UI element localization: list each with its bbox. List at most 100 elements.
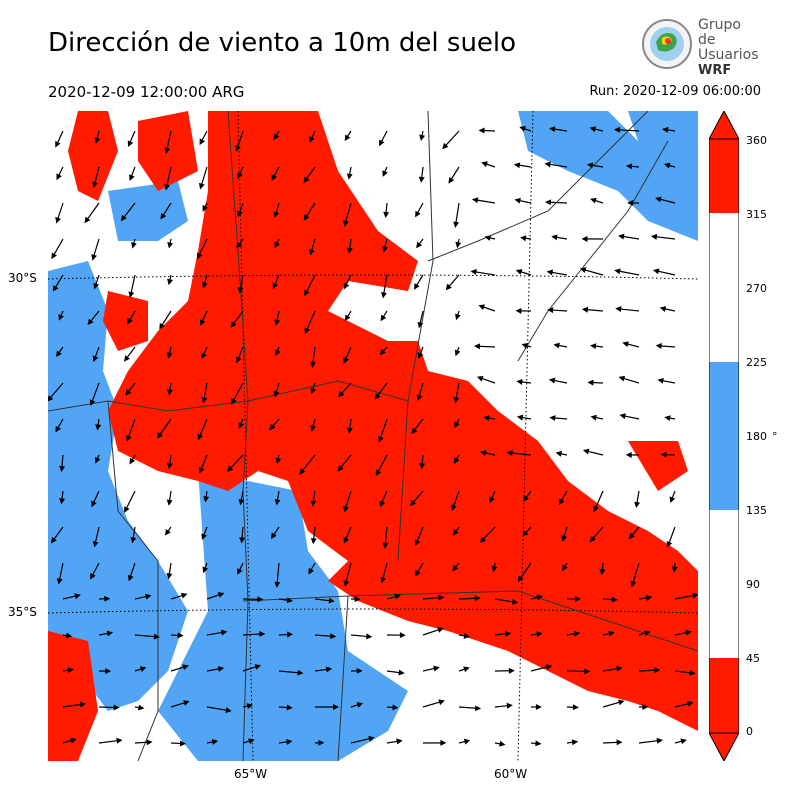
wind-arrow-head <box>274 319 281 326</box>
wind-arrow-head <box>634 501 641 509</box>
wind-arrow-head <box>558 498 565 506</box>
wind-arrow-head <box>581 236 588 242</box>
wind-arrow-head <box>346 247 353 254</box>
wind-arrow-head <box>619 413 626 420</box>
wind-arrow-head <box>411 427 418 435</box>
wind-arrow-head <box>343 357 349 364</box>
north-wind-regions <box>48 111 698 761</box>
wind-arrow-head <box>383 211 390 219</box>
wind-arrow-head <box>198 466 205 474</box>
wind-arrow-head <box>547 307 554 314</box>
wind-arrow-head <box>549 126 556 133</box>
wind-arrow-head <box>84 216 91 224</box>
wind-arrow-head <box>157 432 163 439</box>
wind-arrow-head <box>396 738 403 745</box>
wind-arrow-head <box>303 176 310 184</box>
wind-arrow-head <box>337 465 344 472</box>
wind-arrow-head <box>238 422 244 429</box>
colorbar-tick-135: 135 <box>746 504 767 517</box>
wind-arrow-head <box>399 632 406 639</box>
wind-arrow-head <box>274 499 281 506</box>
wind-arrow-head <box>618 233 625 240</box>
wind-arrow-head <box>65 632 73 639</box>
wind-arrow-head <box>478 304 485 311</box>
wind-arrow-head <box>630 580 637 588</box>
wind-arrow-head <box>145 593 152 600</box>
wind-arrow-head <box>438 594 445 601</box>
wind-arrow-head <box>478 127 485 134</box>
wind-arrow-head <box>198 182 205 190</box>
wind-arrow-head <box>382 246 388 253</box>
wind-arrow-head <box>366 633 373 640</box>
wind-arrow-head <box>579 267 587 273</box>
wind-arrow-head <box>58 314 64 321</box>
colorbar-tick-225: 225 <box>746 356 767 369</box>
wind-arrow-head <box>199 138 206 146</box>
run-time: Run: 2020-12-09 06:00:00 <box>589 84 761 99</box>
wind-arrow-head <box>274 349 281 357</box>
wind-arrow-head <box>159 322 165 330</box>
wind-arrow-head <box>325 666 333 673</box>
colorbar-seg-0-45 <box>709 658 739 733</box>
wind-arrow-head <box>304 327 311 335</box>
wind-arrow-head <box>275 457 282 465</box>
wind-arrow-head <box>259 631 266 637</box>
wind-arrow-head <box>309 248 315 256</box>
wind-arrow-head <box>231 398 237 405</box>
wind-arrow-head <box>346 173 353 180</box>
wind-arrow-head <box>440 739 447 746</box>
wind-arrow-head <box>657 377 664 384</box>
wind-arrow-head <box>417 321 424 329</box>
colorbar <box>709 111 739 761</box>
wind-arrow-head <box>535 704 542 710</box>
wind-arrow-head <box>211 739 219 745</box>
wind-arrow-head <box>269 423 276 431</box>
wind-arrow-head <box>437 627 444 633</box>
wind-arrows <box>48 126 698 747</box>
wind-arrow-head <box>381 292 387 299</box>
wind-arrow-head <box>659 306 667 312</box>
wind-arrow-head <box>235 356 242 364</box>
wind-arrow-head <box>237 287 244 294</box>
wind-arrow-head <box>645 595 653 601</box>
wind-arrow-head <box>519 126 526 132</box>
wind-arrow-head <box>166 352 173 359</box>
wind-arrow-head <box>226 465 234 472</box>
wind-arrow-head <box>139 666 147 673</box>
wind-arrow-head <box>438 699 445 706</box>
wind-arrow-head <box>463 632 471 639</box>
wind-arrow-head <box>451 504 457 511</box>
colorbar-tick-90: 90 <box>746 578 760 591</box>
wind-arrow-head <box>445 283 452 291</box>
wind-arrow-head <box>470 269 477 275</box>
wind-arrow-head <box>572 704 579 711</box>
wind-arrow-head <box>671 566 678 573</box>
colorbar-tick-360: 360 <box>746 134 767 147</box>
wind-arrow-head <box>573 630 581 637</box>
wind-arrow-head <box>418 176 425 183</box>
wind-arrow-head <box>248 738 255 745</box>
wind-arrow-head <box>125 434 132 442</box>
wind-arrow-head <box>479 536 487 543</box>
wind-arrow-head <box>309 136 315 143</box>
wind-arrow-head <box>182 664 190 670</box>
wind-arrow-head <box>392 704 399 711</box>
wind-arrow-head <box>505 631 512 637</box>
wind-arrow-head <box>201 397 208 404</box>
wind-arrow-head <box>120 214 127 222</box>
wind-arrow-head <box>286 597 294 604</box>
wind-arrow-head <box>303 214 310 221</box>
wind-arrow-head <box>333 704 340 710</box>
wind-arrow-head <box>419 134 426 141</box>
wind-arrow-head <box>52 285 59 292</box>
wind-arrow-head <box>199 319 206 326</box>
wind-arrow-head <box>590 343 597 350</box>
wind-arrow-head <box>125 389 132 396</box>
wind-arrow-head <box>454 349 461 357</box>
wind-arrow-head <box>368 735 375 742</box>
wind-arrow-head <box>471 197 479 204</box>
wind-arrow-head <box>628 532 635 540</box>
wind-arrow-head <box>476 375 484 382</box>
wind-arrow-head <box>582 448 590 455</box>
wind-arrow-head <box>622 341 629 347</box>
